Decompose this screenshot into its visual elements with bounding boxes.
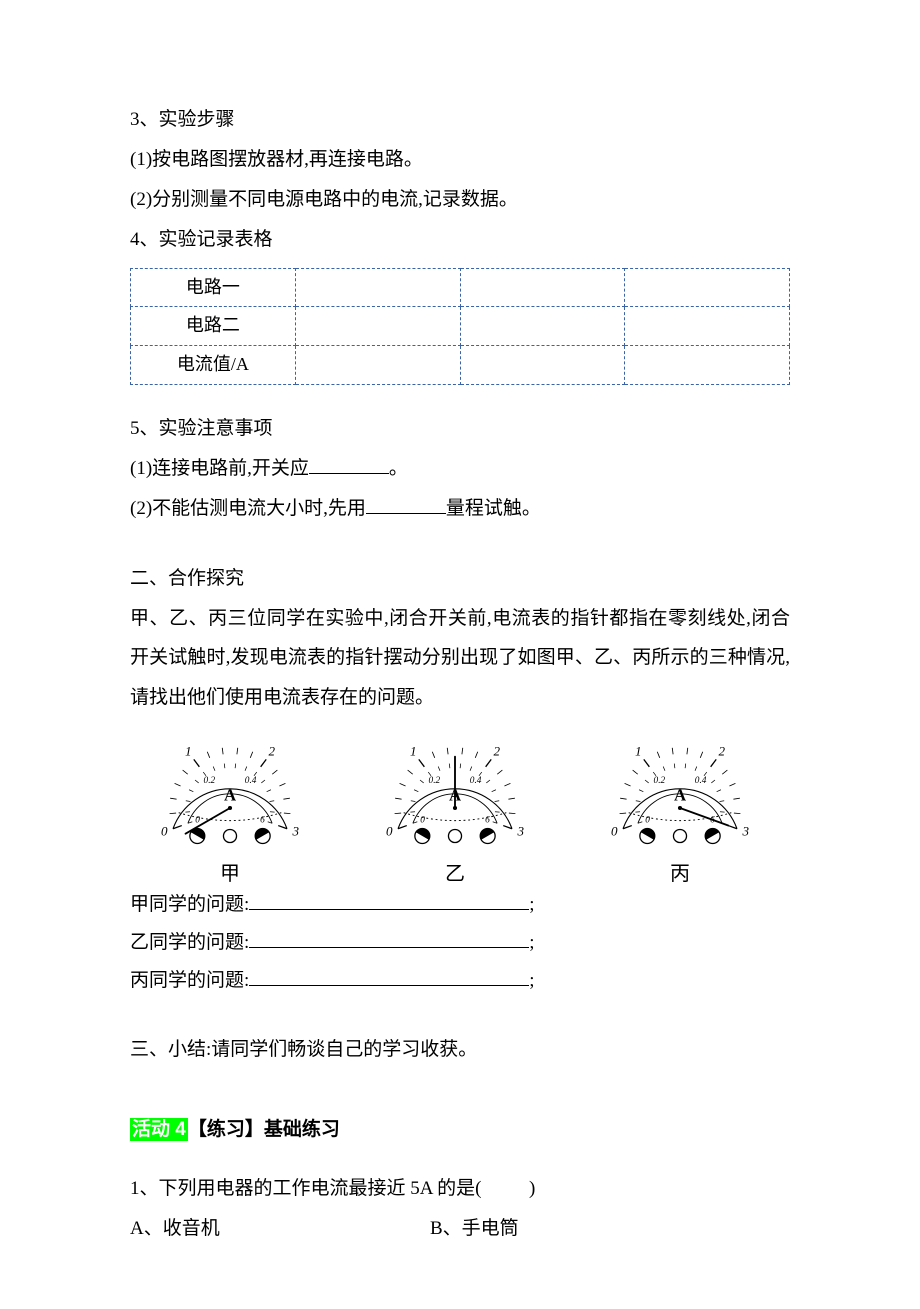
table-row: 电流值/A xyxy=(131,346,790,385)
activity4-rest: 【练习】基础练习 xyxy=(188,1119,340,1140)
ans-c-label: 丙同学的问题: xyxy=(130,970,249,991)
svg-text:0.4: 0.4 xyxy=(245,776,257,786)
sec5-item1: (1)连接电路前,开关应 。 xyxy=(130,449,790,489)
table-row: 电路一 xyxy=(131,268,790,307)
svg-text:0.4: 0.4 xyxy=(695,776,707,786)
blank-input[interactable] xyxy=(249,890,529,910)
q1-stem-pre: 1、下列用电器的工作电流最接近 5A 的是( xyxy=(130,1178,482,1199)
blank-input[interactable] xyxy=(249,966,529,986)
ammeter-b: 012300.20.46A 乙 xyxy=(355,724,555,886)
activity4: 活动 4【练习】基础练习 xyxy=(130,1110,790,1150)
q1-stem-post: ) xyxy=(529,1178,535,1199)
ammeter-b-label: 乙 xyxy=(355,862,555,886)
svg-text:1: 1 xyxy=(410,744,417,759)
ans-a-label: 甲同学的问题: xyxy=(130,894,249,915)
cell-empty xyxy=(625,268,790,307)
ans-c: 丙同学的问题:; xyxy=(130,962,790,1000)
summary: 三、小结:请同学们畅谈自己的学习收获。 xyxy=(130,1030,790,1070)
sec4-title: 4、实验记录表格 xyxy=(130,220,790,260)
sec5-item2-pre: (2)不能估测电流大小时,先用 xyxy=(130,498,366,519)
sec5-item2: (2)不能估测电流大小时,先用 量程试触。 xyxy=(130,489,790,529)
svg-text:3: 3 xyxy=(292,824,300,839)
svg-text:1: 1 xyxy=(185,744,192,759)
cell-empty xyxy=(295,268,460,307)
ans-b-label: 乙同学的问题: xyxy=(130,932,249,953)
svg-text:3: 3 xyxy=(742,824,750,839)
ammeter-a: 012300.20.46A 甲 xyxy=(130,724,330,886)
q1-options: A、收音机 B、手电筒 xyxy=(130,1209,790,1249)
svg-text:A: A xyxy=(224,786,236,805)
ammeter-a-label: 甲 xyxy=(130,862,330,886)
cell-empty xyxy=(625,307,790,346)
cell-empty xyxy=(460,346,625,385)
ans-tail: ; xyxy=(529,970,534,991)
sec5-item1-post: 。 xyxy=(389,458,408,479)
cell-empty xyxy=(625,346,790,385)
ans-b: 乙同学的问题:; xyxy=(130,924,790,962)
svg-text:0.2: 0.2 xyxy=(204,776,216,786)
blank-input[interactable] xyxy=(309,454,389,474)
svg-text:0.2: 0.2 xyxy=(654,776,666,786)
sec5-item2-post: 量程试触。 xyxy=(446,498,541,519)
row2-header: 电路二 xyxy=(131,307,296,346)
cell-empty xyxy=(295,346,460,385)
ammeter-c: 012300.20.46A 丙 xyxy=(580,724,780,886)
row1-header: 电路一 xyxy=(131,268,296,307)
svg-text:0: 0 xyxy=(161,824,168,839)
cell-empty xyxy=(460,268,625,307)
svg-text:3: 3 xyxy=(517,824,525,839)
ammeter-c-label: 丙 xyxy=(580,862,780,886)
svg-text:2: 2 xyxy=(719,744,726,759)
sec5-item1-pre: (1)连接电路前,开关应 xyxy=(130,458,309,479)
blank-input[interactable] xyxy=(249,928,529,948)
explore-body: 甲、乙、丙三位同学在实验中,闭合开关前,电流表的指针都指在零刻线处,闭合开关试触… xyxy=(130,599,790,719)
row3-header: 电流值/A xyxy=(131,346,296,385)
ammeter-c-svg: 012300.20.46A xyxy=(580,724,780,864)
svg-text:1: 1 xyxy=(635,744,642,759)
svg-text:0.4: 0.4 xyxy=(470,776,482,786)
blank-input[interactable] xyxy=(366,494,446,514)
explore-heading: 二、合作探究 xyxy=(130,559,790,599)
q1-stem: 1、下列用电器的工作电流最接近 5A 的是( ) xyxy=(130,1169,790,1209)
svg-text:2: 2 xyxy=(494,744,501,759)
q1-optA[interactable]: A、收音机 xyxy=(130,1209,430,1249)
table-row: 电路二 xyxy=(131,307,790,346)
svg-text:0: 0 xyxy=(386,824,393,839)
sec3-step1: (1)按电路图摆放器材,再连接电路。 xyxy=(130,140,790,180)
svg-text:0: 0 xyxy=(611,824,618,839)
svg-text:0.2: 0.2 xyxy=(429,776,441,786)
record-table: 电路一 电路二 电流值/A xyxy=(130,268,790,385)
cell-empty xyxy=(460,307,625,346)
svg-text:A: A xyxy=(674,786,686,805)
cell-empty xyxy=(295,307,460,346)
ammeter-b-svg: 012300.20.46A xyxy=(355,724,555,864)
ammeter-row: 012300.20.46A 甲 012300.20.46A 乙 012300.2… xyxy=(130,724,780,886)
activity4-hl: 活动 4 xyxy=(130,1118,188,1141)
sec5-title: 5、实验注意事项 xyxy=(130,409,790,449)
svg-text:2: 2 xyxy=(269,744,276,759)
sec3-step2: (2)分别测量不同电源电路中的电流,记录数据。 xyxy=(130,180,790,220)
ans-tail: ; xyxy=(529,932,534,953)
ammeter-a-svg: 012300.20.46A xyxy=(130,724,330,864)
q1-optB[interactable]: B、手电筒 xyxy=(430,1209,519,1249)
ans-tail: ; xyxy=(529,894,534,915)
sec3-title: 3、实验步骤 xyxy=(130,100,790,140)
ans-a: 甲同学的问题:; xyxy=(130,886,790,924)
